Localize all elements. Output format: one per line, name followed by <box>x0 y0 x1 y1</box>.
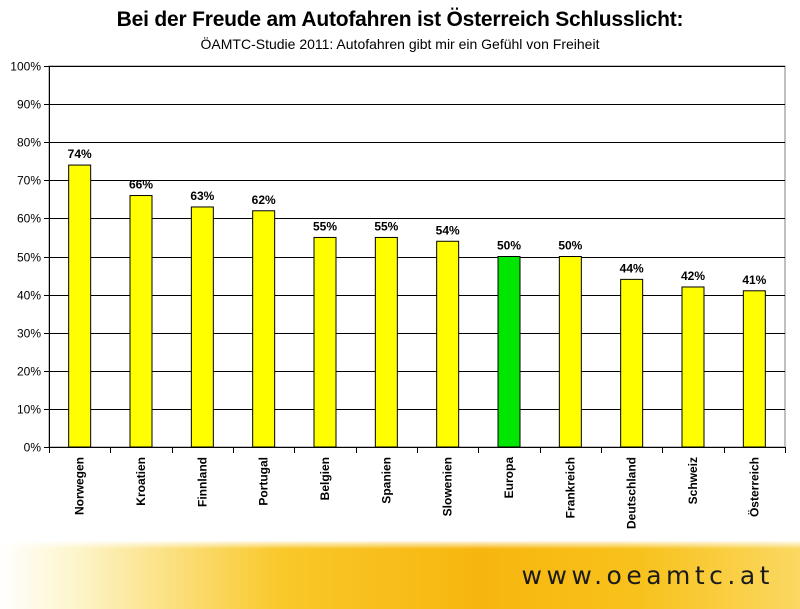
bar-slowenien <box>436 240 460 448</box>
x-tick-label: Spanien <box>379 457 393 504</box>
bar-belgien <box>313 236 337 448</box>
y-tick-label: 40% <box>17 289 41 303</box>
footer-url-link[interactable]: www.oeamtc.at <box>521 561 774 590</box>
bar-finnland <box>190 206 214 448</box>
y-tick-label: 70% <box>17 174 41 188</box>
footer-band <box>0 541 800 609</box>
x-tick-label: Europa <box>502 457 516 499</box>
x-tick-label: Frankreich <box>563 457 577 518</box>
data-label: 55% <box>313 219 337 233</box>
y-tick-label: 0% <box>24 441 42 455</box>
data-label: 54% <box>436 223 460 237</box>
data-label: 50% <box>497 239 521 253</box>
y-tick-label: 10% <box>17 403 41 417</box>
bar-europa <box>497 256 521 448</box>
y-tick-label: 30% <box>17 327 41 341</box>
bar-norwegen <box>68 164 92 448</box>
data-label: 66% <box>129 178 153 192</box>
bar-kroatien <box>129 195 153 448</box>
data-label: 41% <box>742 273 766 287</box>
data-label: 74% <box>68 147 92 161</box>
x-tick-label: Belgien <box>318 457 332 500</box>
x-tick-label: Deutschland <box>625 457 639 529</box>
bar-spanien <box>374 236 398 448</box>
data-label: 55% <box>374 219 398 233</box>
y-tick-label: 80% <box>17 136 41 150</box>
axes: 0% 10% 20% 30% 40% 50% 60% 70% 80% 90% 100% Norwege… <box>10 60 786 529</box>
plot-area <box>48 65 786 448</box>
x-tick-label: Schweiz <box>686 457 700 504</box>
y-tick-label: 50% <box>17 251 41 265</box>
bars: 74% 66% 63% 62% 55% 55% 54% 50% 50% 44% 42% 41% <box>68 147 767 448</box>
x-tick-label: Norwegen <box>73 457 87 515</box>
x-tick-label: Portugal <box>257 457 271 506</box>
y-tick-label: 90% <box>17 98 41 112</box>
bar-österreich <box>742 290 766 448</box>
bar-portugal <box>252 210 276 448</box>
chart-subtitle: ÖAMTC-Studie 2011: Autofahren gibt mir e… <box>200 36 600 52</box>
x-tick-label: Slowenien <box>441 457 455 516</box>
chart-title: Bei der Freude am Autofahren ist Österre… <box>116 8 684 31</box>
bar-chart: 74% 66% 63% 62% 55% 55% 54% 50% 50% 44% 42% 41% 0% 1… <box>10 60 786 529</box>
bar-schweiz <box>681 286 705 448</box>
bar-frankreich <box>558 256 582 448</box>
y-tick-label: 100% <box>10 60 41 74</box>
x-tick-label: Finnland <box>195 457 209 507</box>
y-tick-label: 60% <box>17 212 41 226</box>
x-tick-label: Kroatien <box>134 457 148 506</box>
data-label: 50% <box>558 239 582 253</box>
data-label: 44% <box>620 261 644 275</box>
bar-deutschland <box>620 278 644 448</box>
data-label: 63% <box>190 189 214 203</box>
x-tick-label: Österreich <box>746 457 761 517</box>
data-label: 62% <box>252 193 276 207</box>
data-label: 42% <box>681 269 705 283</box>
y-tick-label: 20% <box>17 365 41 379</box>
gridlines <box>48 65 786 448</box>
